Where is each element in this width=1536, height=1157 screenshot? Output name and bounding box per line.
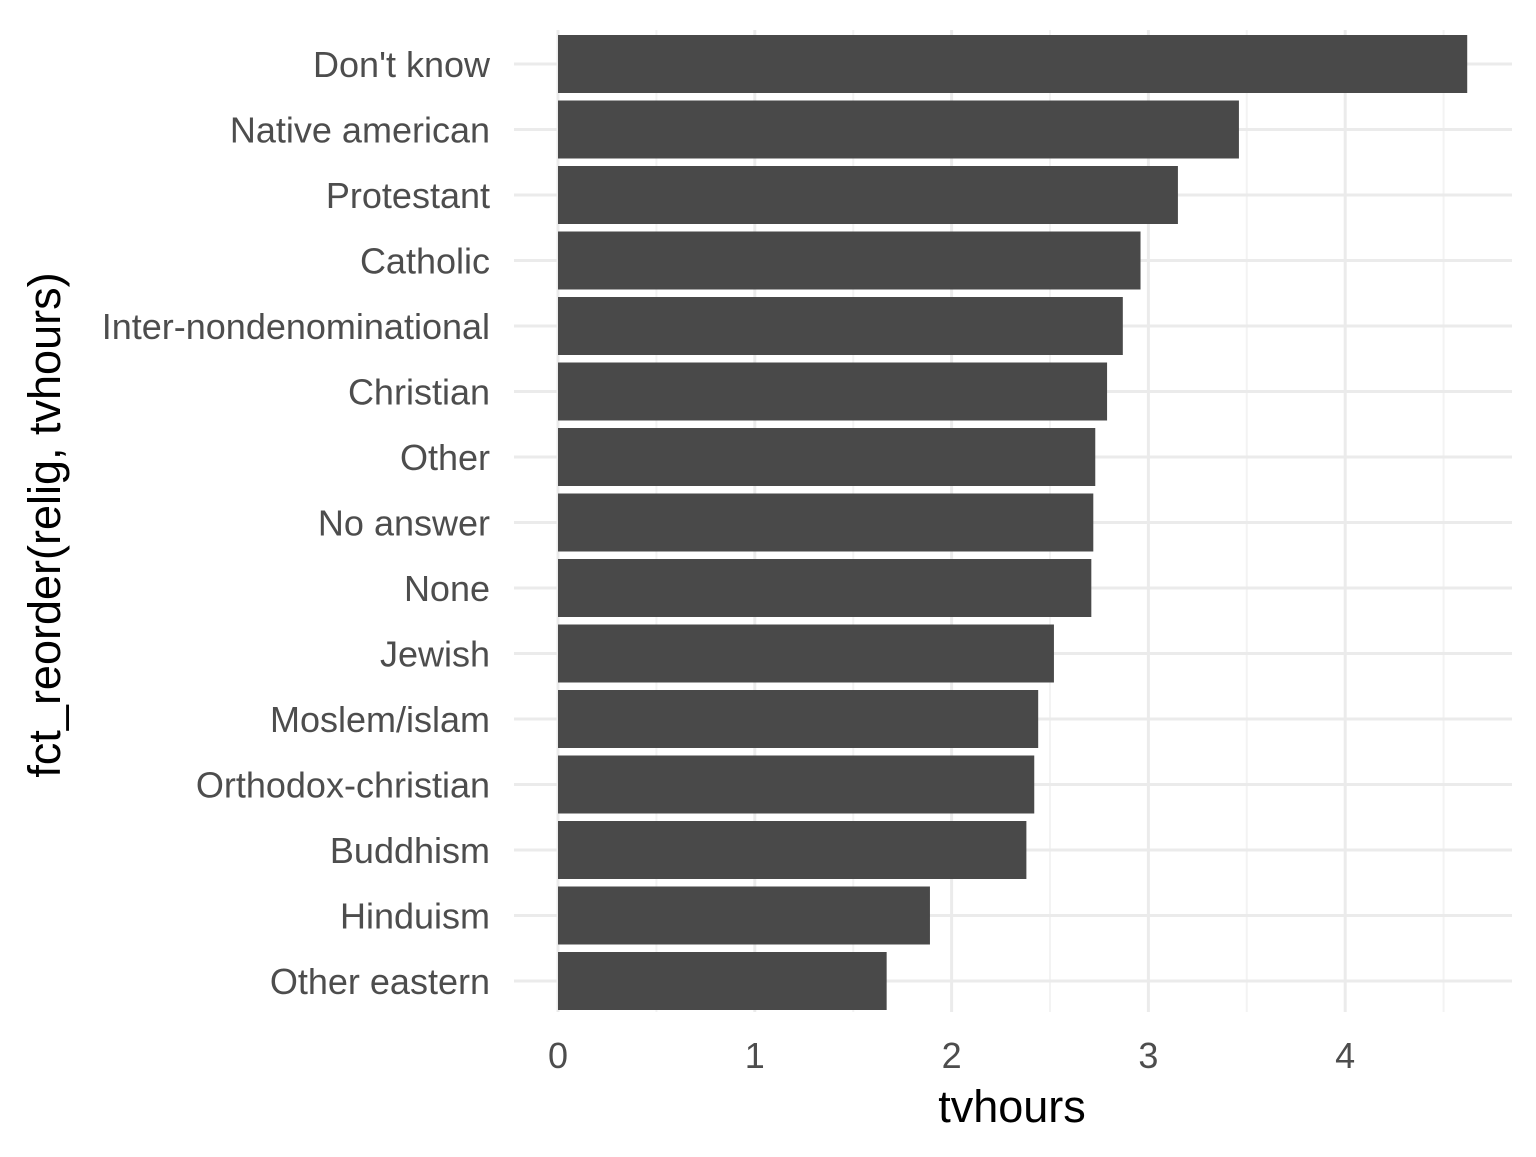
- bar: [558, 493, 1094, 552]
- x-tick-label: 2: [942, 1035, 962, 1076]
- x-tick-label: 4: [1335, 1035, 1355, 1076]
- bar: [558, 297, 1123, 355]
- y-axis-title: fct_reorder(relig, tvhours): [19, 272, 70, 777]
- bar: [558, 952, 887, 1010]
- bar: [558, 231, 1141, 290]
- bar: [558, 821, 1027, 879]
- y-tick-label: Other eastern: [270, 961, 490, 1002]
- bar: [558, 428, 1096, 486]
- y-tick-label: Don't know: [313, 44, 491, 85]
- y-axis-tick-labels: Don't know Native american Protestant Catho…: [102, 44, 491, 1002]
- bar: [558, 559, 1092, 617]
- x-tick-label: 3: [1138, 1035, 1158, 1076]
- x-axis-title: tvhours: [938, 1081, 1086, 1132]
- x-axis-tick-labels: 0 1 2 3 4: [548, 1035, 1355, 1076]
- y-tick-label: None: [404, 568, 490, 609]
- y-tick-label: Jewish: [380, 634, 490, 675]
- y-tick-label: Native american: [230, 110, 490, 151]
- bar: [558, 755, 1035, 814]
- y-tick-label: Protestant: [326, 175, 490, 216]
- y-tick-label: Moslem/islam: [270, 699, 490, 740]
- bar: [558, 100, 1239, 159]
- x-tick-label: 1: [745, 1035, 765, 1076]
- bar: [558, 624, 1054, 683]
- bar: [558, 886, 930, 945]
- y-tick-label: Catholic: [360, 241, 490, 282]
- y-tick-label: No answer: [318, 503, 490, 544]
- x-tick-label: 0: [548, 1035, 568, 1076]
- y-tick-label: Inter-nondenominational: [102, 306, 490, 347]
- bar: [558, 35, 1468, 93]
- bar: [558, 166, 1178, 224]
- y-tick-label: Christian: [348, 372, 490, 413]
- bar: [558, 362, 1108, 421]
- bars-layer: [558, 35, 1468, 1010]
- y-tick-label: Orthodox-christian: [196, 765, 490, 806]
- y-tick-label: Other: [400, 437, 490, 478]
- y-tick-label: Hinduism: [340, 896, 490, 937]
- y-tick-label: Buddhism: [330, 830, 490, 871]
- bar: [558, 690, 1039, 748]
